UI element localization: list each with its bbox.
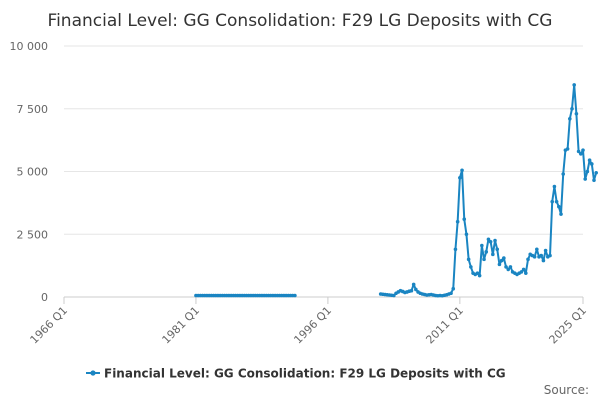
y-axis: 0 2 500 5 000 7 500 10 000 <box>10 40 49 304</box>
data-point[interactable] <box>409 288 414 293</box>
data-point[interactable] <box>502 256 506 260</box>
data-point[interactable] <box>488 239 493 244</box>
data-point[interactable] <box>458 175 462 180</box>
data-point[interactable] <box>572 83 576 87</box>
data-point[interactable] <box>497 262 502 267</box>
data-point[interactable] <box>574 111 579 116</box>
data-point[interactable] <box>576 149 581 154</box>
data-point[interactable] <box>464 232 469 237</box>
data-point[interactable] <box>524 271 528 275</box>
data-point[interactable] <box>532 255 537 259</box>
legend-marker-symbol <box>90 370 96 376</box>
grid-lines <box>64 45 583 235</box>
data-point[interactable] <box>557 204 561 209</box>
data-point[interactable] <box>543 248 548 253</box>
data-point[interactable] <box>548 253 552 258</box>
data-point[interactable] <box>506 267 511 272</box>
x-tick-label: 1981 Q1 <box>160 304 203 347</box>
legend[interactable]: Financial Level: GG Consolidation: F29 L… <box>86 367 506 381</box>
data-point[interactable] <box>449 291 453 296</box>
data-point[interactable] <box>590 162 594 166</box>
x-tick-label: 1996 Q1 <box>291 304 334 347</box>
data-point[interactable] <box>526 257 530 262</box>
data-point[interactable] <box>561 172 566 176</box>
data-point[interactable] <box>570 106 574 111</box>
data-point[interactable] <box>579 152 583 156</box>
data-point[interactable] <box>491 252 495 257</box>
data-point[interactable] <box>466 257 471 262</box>
data-point[interactable] <box>486 237 491 242</box>
data-point[interactable] <box>521 267 526 272</box>
y-tick-label: 2 500 <box>17 228 49 241</box>
data-point[interactable] <box>482 257 486 262</box>
x-tick-label: 1966 Q1 <box>28 304 71 347</box>
data-point[interactable] <box>581 148 585 152</box>
data-point[interactable] <box>455 219 460 224</box>
data-point[interactable] <box>559 212 563 216</box>
data-point[interactable] <box>592 178 596 183</box>
data-point[interactable] <box>519 270 524 274</box>
y-tick-label: 0 <box>41 291 48 304</box>
data-point[interactable] <box>587 158 592 162</box>
plot-area <box>194 83 598 298</box>
data-point[interactable] <box>477 273 482 278</box>
data-point[interactable] <box>293 293 297 298</box>
data-point[interactable] <box>554 199 559 204</box>
data-point[interactable] <box>541 258 546 263</box>
data-point[interactable] <box>411 282 416 287</box>
x-axis: 1966 Q1 1981 Q1 1996 Q1 2011 Q1 2025 Q1 <box>28 296 590 347</box>
x-tick-label: 2025 Q1 <box>547 304 590 347</box>
source-label: Source: <box>544 383 589 397</box>
data-point[interactable] <box>583 177 587 181</box>
y-tick-label: 5 000 <box>17 166 49 179</box>
data-point[interactable] <box>565 147 570 151</box>
x-tick-label: 2011 Q1 <box>423 304 466 347</box>
chart-title: Financial Level: GG Consolidation: F29 L… <box>48 11 553 31</box>
data-point[interactable] <box>495 247 500 252</box>
series-line <box>380 83 598 297</box>
data-point[interactable] <box>480 243 484 248</box>
data-point[interactable] <box>462 217 467 221</box>
data-point[interactable] <box>451 286 456 291</box>
data-point[interactable] <box>508 265 513 269</box>
data-point[interactable] <box>550 199 555 204</box>
data-point[interactable] <box>585 169 590 174</box>
data-point[interactable] <box>504 265 508 269</box>
data-point[interactable] <box>535 247 539 252</box>
y-tick-label: 10 000 <box>10 40 49 53</box>
data-point[interactable] <box>568 116 572 121</box>
y-tick-label: 7 500 <box>17 103 49 116</box>
data-point[interactable] <box>484 250 489 254</box>
data-point[interactable] <box>594 170 598 175</box>
data-point[interactable] <box>460 168 464 173</box>
data-point[interactable] <box>392 293 396 298</box>
data-point[interactable] <box>414 287 418 292</box>
data-point[interactable] <box>453 247 458 252</box>
data-point[interactable] <box>499 258 504 263</box>
data-point[interactable] <box>469 265 473 269</box>
data-point[interactable] <box>475 271 480 275</box>
legend-item-label: Financial Level: GG Consolidation: F29 L… <box>104 367 506 381</box>
data-point[interactable] <box>493 238 497 243</box>
data-point[interactable] <box>552 184 557 189</box>
data-point[interactable] <box>539 253 544 258</box>
